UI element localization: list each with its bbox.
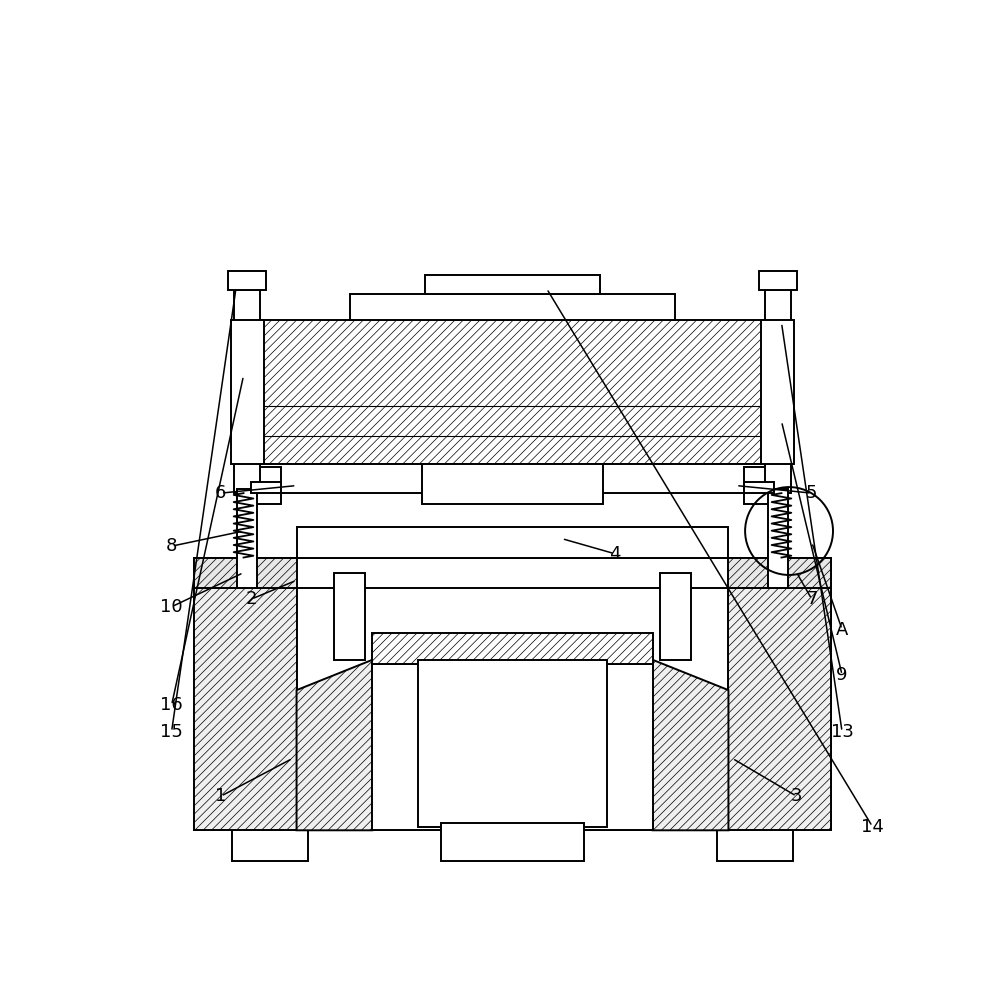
Bar (237, 489, 257, 587)
Text: A: A (836, 621, 848, 639)
Polygon shape (728, 558, 831, 587)
Text: 3: 3 (791, 787, 802, 805)
Bar (744, 482, 774, 493)
Bar (231, 321, 264, 464)
Bar (372, 634, 653, 663)
Bar (372, 663, 653, 830)
Bar (425, 275, 600, 294)
Bar (251, 464, 774, 493)
Bar (765, 290, 791, 493)
Bar (234, 290, 260, 493)
Bar (418, 660, 607, 827)
Text: 4: 4 (609, 545, 621, 563)
Text: 16: 16 (160, 697, 183, 714)
Bar (768, 489, 788, 587)
Bar (717, 830, 793, 861)
Bar (251, 466, 281, 505)
Bar (194, 569, 297, 830)
Bar (728, 569, 831, 830)
Bar (422, 464, 603, 505)
Text: 5: 5 (806, 484, 818, 502)
Bar (232, 830, 308, 861)
Text: 14: 14 (861, 818, 884, 835)
Bar (350, 294, 675, 321)
Text: 15: 15 (160, 723, 183, 741)
Bar (297, 569, 728, 830)
Bar (660, 573, 691, 660)
Text: 1: 1 (215, 787, 226, 805)
Bar (251, 321, 774, 464)
Text: 6: 6 (215, 484, 226, 502)
Text: 8: 8 (166, 537, 177, 555)
Text: 2: 2 (245, 590, 257, 608)
Bar (441, 823, 584, 861)
Text: 13: 13 (831, 723, 854, 741)
Bar (759, 272, 797, 290)
Polygon shape (653, 660, 728, 830)
Bar (744, 466, 774, 505)
Bar (228, 272, 266, 290)
Text: 10: 10 (160, 598, 183, 616)
Polygon shape (194, 558, 297, 587)
Bar (194, 558, 831, 587)
Text: 9: 9 (836, 666, 848, 684)
Polygon shape (297, 660, 372, 830)
Bar (194, 569, 831, 830)
Bar (334, 573, 365, 660)
Bar (297, 527, 728, 558)
Bar (251, 482, 281, 493)
Bar (761, 321, 794, 464)
Text: 7: 7 (806, 590, 818, 608)
